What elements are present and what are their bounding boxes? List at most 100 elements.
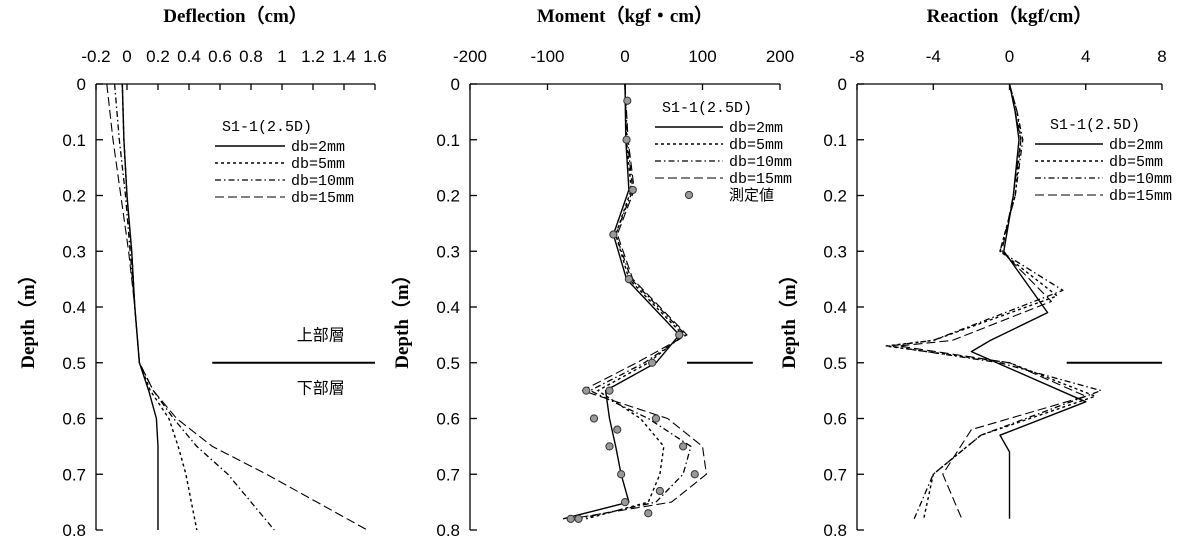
moment-measured-point	[690, 470, 699, 479]
moment-measured-point	[648, 358, 657, 367]
deflection-x-tick-label: 1.6	[363, 47, 387, 66]
moment-measured-point	[623, 96, 632, 105]
moment-x-tick-label: 200	[766, 47, 794, 66]
deflection-series-line-3	[106, 83, 368, 531]
reaction-y-tick-label: 0.7	[823, 465, 847, 484]
moment-y-axis-label: Depth（m）	[390, 265, 413, 368]
moment-legend-label: db=10mm	[729, 154, 792, 171]
moment-y-tick-label: 0.2	[436, 187, 460, 206]
moment-x-tick-label: 100	[688, 47, 716, 66]
moment-legend-label: 測定値	[729, 187, 774, 205]
deflection-y-tick-label: 0.7	[62, 465, 86, 484]
moment-y-tick-label: 0.8	[436, 521, 460, 540]
moment-measured-point	[622, 135, 631, 144]
deflection-y-tick-label: 0	[77, 75, 86, 94]
deflection-legend-label: db=2mm	[291, 139, 345, 156]
moment-legend-label: db=2mm	[729, 120, 783, 137]
moment-y-tick-label: 0.3	[436, 242, 460, 261]
reaction-x-tick-label: -8	[849, 47, 864, 66]
reaction-y-tick-label: 0.8	[823, 521, 847, 540]
reaction-x-tick-label: 4	[1081, 47, 1090, 66]
moment-chart-title: Moment（kgf・cm）	[537, 4, 713, 27]
deflection-y-axis-label: Depth（m）	[16, 265, 39, 368]
moment-x-tick-label: -200	[453, 47, 487, 66]
deflection-x-tick-label: 1	[277, 47, 286, 66]
deflection-annotation-0: 上部層	[297, 325, 345, 344]
deflection-x-tick-label: 0	[122, 47, 131, 66]
deflection-x-tick-label: 1.4	[332, 47, 356, 66]
reaction-legend-label: db=2mm	[1109, 137, 1163, 154]
moment-measured-point	[574, 514, 583, 523]
moment-measured-point	[605, 442, 614, 451]
deflection-series-line-2	[113, 83, 275, 531]
reaction-y-tick-label: 0.4	[823, 298, 847, 317]
reaction-series-line-2	[888, 83, 1102, 520]
moment-x-tick-label: -100	[530, 47, 564, 66]
deflection-y-tick-label: 0.4	[62, 298, 86, 317]
moment-legend-label: db=5mm	[729, 137, 783, 154]
reaction-y-tick-label: 0.5	[823, 354, 847, 373]
moment-measured-point	[651, 414, 661, 423]
deflection-legend-label: db=5mm	[291, 156, 345, 173]
deflection-y-tick-label: 0.5	[62, 354, 86, 373]
reaction-y-axis-label: Depth（m）	[777, 265, 800, 368]
moment-measured-point	[655, 486, 664, 496]
moment-x-tick-label: 0	[620, 47, 629, 66]
deflection-annotation-1: 下部層	[297, 378, 345, 397]
reaction-legend-title: S1-1(2.5D)	[1050, 117, 1140, 134]
reaction-x-tick-label: -4	[926, 47, 941, 66]
moment-y-tick-label: 0	[451, 75, 460, 94]
moment-measured-point	[613, 425, 622, 434]
moment-measured-point	[589, 414, 599, 423]
deflection-x-tick-label: 0.2	[146, 47, 170, 66]
moment-measured-point	[617, 470, 626, 479]
deflection-y-tick-label: 0.1	[62, 131, 86, 150]
moment-measured-point	[675, 330, 684, 339]
deflection-y-tick-label: 0.2	[62, 187, 86, 206]
reaction-y-tick-label: 0.2	[823, 187, 847, 206]
deflection-y-tick-label: 0.3	[62, 242, 86, 261]
moment-series-line-1	[586, 83, 684, 520]
reaction-legend-label: db=15mm	[1109, 188, 1172, 205]
moment-y-tick-label: 0.7	[436, 465, 460, 484]
moment-measured-point	[624, 275, 633, 284]
moment-measured-point	[605, 386, 614, 395]
deflection-chart-title: Deflection（cm）	[163, 4, 308, 27]
moment-measured-point	[679, 442, 688, 451]
deflection-x-tick-label: 0.8	[239, 47, 263, 66]
reaction-y-tick-label: 0.1	[823, 131, 847, 150]
reaction-y-tick-label: 0.3	[823, 242, 847, 261]
moment-y-tick-label: 0.5	[436, 354, 460, 373]
moment-measured-point	[628, 185, 637, 195]
moment-series-line-0	[562, 83, 680, 520]
reaction-chart-title: Reaction（kgf/cm）	[927, 4, 1093, 27]
reaction-y-tick-label: 0.6	[823, 410, 847, 429]
chart-reaction: Reaction（kgf/cm） -8 -4 0 4 8 0 0.1 0.2 0.3 0.4 0.5 0…	[777, 4, 1172, 540]
chart-deflection: Deflection（cm） -0.2 0 0.2 0.4 0.6 0.8 1 1.2 1.4 1.…	[16, 4, 387, 540]
deflection-x-tick-label: 0.6	[208, 47, 232, 66]
moment-measured-point	[644, 509, 653, 518]
moment-y-tick-label: 0.1	[436, 131, 460, 150]
reaction-x-tick-label: 8	[1157, 47, 1166, 66]
moment-y-tick-label: 0.4	[436, 298, 460, 317]
moment-measured-point	[609, 230, 618, 239]
deflection-y-tick-label: 0.8	[62, 521, 86, 540]
moment-series-line-3	[570, 83, 707, 520]
reaction-legend-label: db=10mm	[1109, 171, 1172, 188]
reaction-y-tick-label: 0	[838, 75, 847, 94]
reaction-x-tick-label: 0	[1005, 47, 1014, 66]
moment-legend-title: S1-1(2.5D)	[662, 100, 752, 117]
moment-legend-label: db=15mm	[729, 171, 792, 188]
reaction-series-line-3	[898, 83, 1087, 520]
moment-legend-marker	[684, 190, 694, 200]
deflection-legend-title: S1-1(2.5D)	[222, 119, 312, 136]
reaction-series-line-0	[970, 83, 1087, 519]
deflection-x-tick-label: 1.2	[301, 47, 325, 66]
moment-y-tick-label: 0.6	[436, 410, 460, 429]
deflection-series-line-1	[121, 83, 198, 531]
moment-measured-point	[620, 498, 630, 507]
moment-series-line-2	[578, 83, 692, 520]
deflection-legend-label: db=15mm	[291, 190, 354, 207]
chart-moment: Moment（kgf・cm） -200 -100 0 100 200 0 0.1 0.2 0.3 0…	[390, 4, 794, 540]
